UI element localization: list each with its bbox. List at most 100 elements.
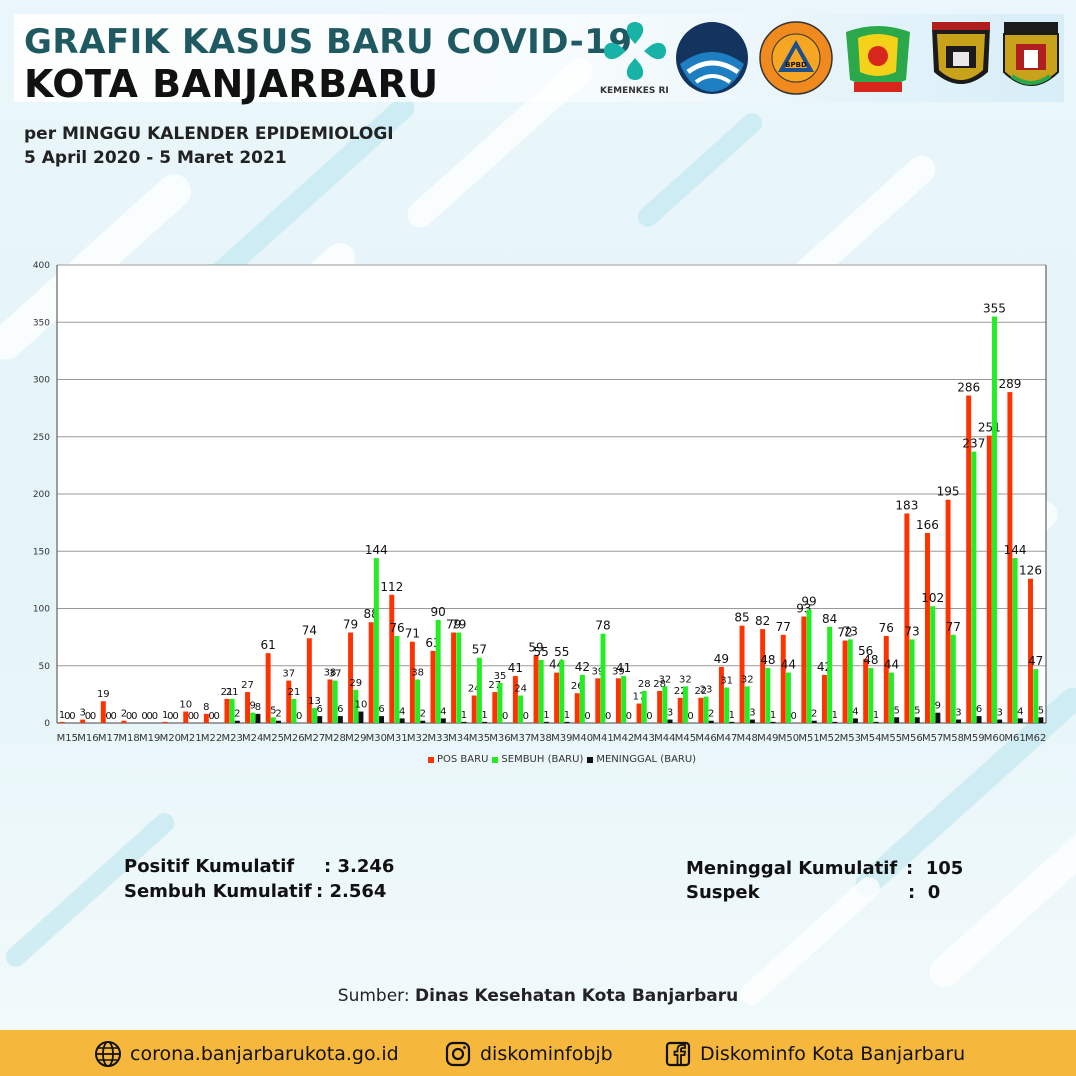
bar-sembuh <box>312 708 318 723</box>
data-label: 90 <box>431 605 446 619</box>
bar-pos-baru <box>1028 578 1033 723</box>
data-label: 17 <box>633 692 646 703</box>
bar-pos-baru <box>574 693 580 723</box>
data-label: 28 <box>653 679 666 690</box>
x-tick-label: M41 <box>592 733 613 744</box>
data-label: 0 <box>193 711 199 722</box>
data-label: 41 <box>616 661 631 675</box>
bar-pos-baru <box>100 701 106 723</box>
data-label: 19 <box>97 689 110 700</box>
bar-pos-baru <box>966 395 972 723</box>
data-label: 0 <box>790 711 796 722</box>
bar-meninggal <box>749 719 755 723</box>
legend-item-sembuh: SEMBUH (BARU) <box>492 754 583 765</box>
footer-instagram[interactable]: diskominfobjb <box>444 1040 613 1068</box>
x-tick-label: M15 <box>57 733 78 744</box>
bar-meninggal <box>667 719 673 723</box>
data-label: 2 <box>121 709 127 720</box>
bar-sembuh <box>1033 669 1039 723</box>
data-label: 195 <box>937 485 960 499</box>
bar-sembuh <box>538 660 544 723</box>
data-label: 39 <box>612 666 625 677</box>
data-label: 4 <box>1017 706 1023 717</box>
footer-website-text[interactable]: corona.banjarbarukota.go.id <box>130 1043 399 1065</box>
legend-item-pos-baru: POS BARU <box>428 754 488 765</box>
x-tick-label: M18 <box>118 733 139 744</box>
data-label: 1 <box>832 710 838 721</box>
bar-pos-baru <box>760 629 766 723</box>
data-label: 0 <box>105 711 111 722</box>
bar-sembuh <box>971 451 977 723</box>
data-label: 79 <box>343 618 358 632</box>
sembuh-kumulatif-label: Sembuh Kumulatif <box>124 881 312 902</box>
data-label: 61 <box>261 638 276 652</box>
data-label: 21 <box>226 687 239 698</box>
bar-pos-baru <box>430 650 436 723</box>
bar-sembuh <box>785 672 791 723</box>
footer-facebook[interactable]: Diskominfo Kota Banjarbaru <box>664 1040 965 1068</box>
kominfo-logo <box>676 22 748 94</box>
bar-meninggal <box>482 721 488 723</box>
data-label: 0 <box>208 711 214 722</box>
data-label: 32 <box>679 674 692 685</box>
y-tick-label: 100 <box>33 605 50 615</box>
bpbd-logo: BPBD <box>759 21 833 95</box>
data-label: 26 <box>571 681 584 692</box>
x-tick-label: M40 <box>572 733 593 744</box>
data-label: 144 <box>1004 543 1027 557</box>
bar-meninggal <box>976 716 982 723</box>
data-label: 2 <box>420 709 426 720</box>
data-label: 0 <box>605 711 611 722</box>
x-tick-label: M27 <box>304 733 325 744</box>
bar-pos-baru <box>492 692 498 723</box>
x-tick-label: M42 <box>613 733 634 744</box>
bar-pos-baru <box>636 703 642 723</box>
bar-pos-baru <box>327 679 333 723</box>
bar-pos-baru <box>780 634 786 723</box>
bar-sembuh <box>662 686 668 723</box>
bar-meninggal <box>832 721 838 723</box>
footer-facebook-text[interactable]: Diskominfo Kota Banjarbaru <box>700 1043 966 1065</box>
legend-label-pos-baru: POS BARU <box>437 754 489 765</box>
data-label: 37 <box>329 669 342 680</box>
data-label: 24 <box>514 684 527 695</box>
bar-pos-baru <box>389 594 395 723</box>
data-label: 0 <box>126 711 132 722</box>
data-label: 237 <box>962 437 985 451</box>
data-label: 0 <box>111 711 117 722</box>
data-label: 6 <box>337 704 343 715</box>
data-label: 1 <box>162 710 168 721</box>
subtitle-period-type: per MINGGU KALENDER EPIDEMIOLOGI <box>24 124 394 144</box>
data-label: 56 <box>858 644 873 658</box>
bar-meninggal <box>564 721 570 723</box>
x-tick-label: M37 <box>510 733 531 744</box>
bar-sembuh <box>868 668 874 723</box>
footer-instagram-text[interactable]: diskominfobjb <box>480 1043 613 1065</box>
x-tick-label: M57 <box>922 733 943 744</box>
bar-pos-baru <box>657 690 663 723</box>
bar-meninggal <box>276 720 282 723</box>
data-label: 5 <box>1038 705 1044 716</box>
bar-sembuh <box>1012 558 1018 723</box>
footer-website[interactable]: corona.banjarbarukota.go.id <box>94 1040 399 1068</box>
bar-meninggal <box>935 712 941 723</box>
x-tick-label: M22 <box>201 733 222 744</box>
data-label: 55 <box>554 645 569 659</box>
data-label: 0 <box>626 711 632 722</box>
data-label: 102 <box>921 591 944 605</box>
x-tick-label: M33 <box>427 733 448 744</box>
x-tick-label: M54 <box>860 733 881 744</box>
data-label: 21 <box>221 687 234 698</box>
data-label: 0 <box>152 711 158 722</box>
x-tick-label: M44 <box>654 733 675 744</box>
bar-sembuh <box>250 712 256 723</box>
bar-pos-baru <box>554 672 560 723</box>
meninggal-kumulatif-value: : 105 <box>906 858 964 879</box>
data-label: 22 <box>674 686 687 697</box>
data-label: 76 <box>389 621 404 635</box>
bar-meninggal <box>770 721 776 723</box>
bar-pos-baru <box>945 499 951 723</box>
data-label: 82 <box>755 614 770 628</box>
data-label: 4 <box>852 706 858 717</box>
data-label: 0 <box>584 711 590 722</box>
